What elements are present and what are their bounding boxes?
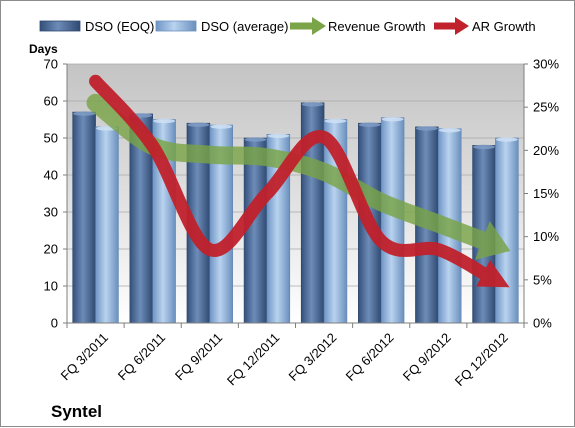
y-axis-title: Days bbox=[29, 42, 58, 56]
legend-arrow-ar-growth bbox=[434, 17, 469, 35]
legend-swatch-dso-eoq bbox=[39, 20, 81, 32]
bar-dso-eoq-0 bbox=[72, 111, 96, 324]
y-tick-label-50: 50 bbox=[44, 131, 58, 146]
bar-top-dso-average-7 bbox=[495, 137, 518, 142]
bar-dso-average-5 bbox=[380, 117, 405, 324]
legend: DSO (EOQ) DSO (average) Revenue Growth A… bbox=[39, 17, 536, 35]
legend-label-ar-growth: AR Growth bbox=[472, 19, 536, 34]
y-tick-label-40: 40 bbox=[44, 168, 58, 183]
y-tick-label-60: 60 bbox=[44, 94, 58, 109]
y2-tick-label-5%: 5% bbox=[533, 272, 552, 287]
x-tick-label-0: FQ 3/2011 bbox=[58, 330, 111, 383]
bar-top-dso-eoq-0 bbox=[73, 111, 96, 116]
legend-label-revenue-growth: Revenue Growth bbox=[328, 19, 426, 34]
x-tick-label-7: FQ 12/2012 bbox=[452, 330, 511, 389]
y2-tick-label-25%: 25% bbox=[533, 100, 559, 115]
arrow-ar-growth bbox=[89, 74, 510, 288]
y2-tick-label-30%: 30% bbox=[533, 57, 559, 72]
y2-tick-label-0%: 0% bbox=[533, 316, 552, 331]
bar-dso-average-0 bbox=[95, 126, 119, 324]
y-tick-label-0: 0 bbox=[51, 316, 58, 331]
y2-tick-label-10%: 10% bbox=[533, 229, 559, 244]
bar-top-dso-eoq-6 bbox=[415, 126, 438, 131]
x-tick-label-1: FQ 6/2011 bbox=[115, 330, 168, 383]
x-tick-label-2: FQ 9/2011 bbox=[172, 330, 225, 383]
bar-dso-average-7 bbox=[495, 137, 519, 324]
bar-top-dso-average-1 bbox=[153, 118, 176, 124]
growth-arrows bbox=[86, 74, 511, 288]
y-tick-label-30: 30 bbox=[44, 205, 58, 220]
bar-top-dso-eoq-4 bbox=[301, 102, 324, 107]
x-tick-label-6: FQ 9/2012 bbox=[400, 330, 454, 384]
y-tick-label-70: 70 bbox=[44, 57, 58, 72]
legend-arrow-revenue-growth bbox=[290, 17, 326, 35]
bar-top-dso-eoq-2 bbox=[187, 122, 210, 127]
x-tick-label-4: FQ 3/2012 bbox=[285, 330, 339, 384]
arrowhead-revenue-growth bbox=[475, 220, 511, 260]
line-ar-growth bbox=[89, 74, 492, 281]
y-tick-label-20: 20 bbox=[44, 242, 58, 257]
legend-label-dso-average: DSO (average) bbox=[201, 19, 288, 34]
bar-top-dso-average-6 bbox=[438, 128, 461, 133]
x-tick-label-5: FQ 6/2012 bbox=[343, 330, 397, 384]
bar-top-dso-eoq-7 bbox=[473, 144, 495, 150]
bar-top-dso-eoq-3 bbox=[244, 137, 267, 142]
bar-top-dso-eoq-5 bbox=[358, 122, 381, 127]
company-name: Syntel bbox=[51, 402, 102, 421]
bar-top-dso-average-5 bbox=[381, 116, 404, 122]
y-tick-label-10: 10 bbox=[44, 279, 58, 294]
bar-top-dso-average-2 bbox=[210, 124, 233, 129]
bar-top-dso-average-3 bbox=[267, 133, 290, 138]
bar-top-dso-average-4 bbox=[324, 118, 347, 124]
y2-tick-label-15%: 15% bbox=[533, 186, 559, 201]
legend-swatch-dso-average bbox=[155, 20, 197, 32]
x-tick-label-3: FQ 12/2011 bbox=[224, 330, 282, 388]
arrowhead-ar-growth bbox=[476, 260, 510, 288]
y2-tick-label-20%: 20% bbox=[533, 143, 559, 158]
legend-label-dso-eoq: DSO (EOQ) bbox=[85, 19, 154, 34]
